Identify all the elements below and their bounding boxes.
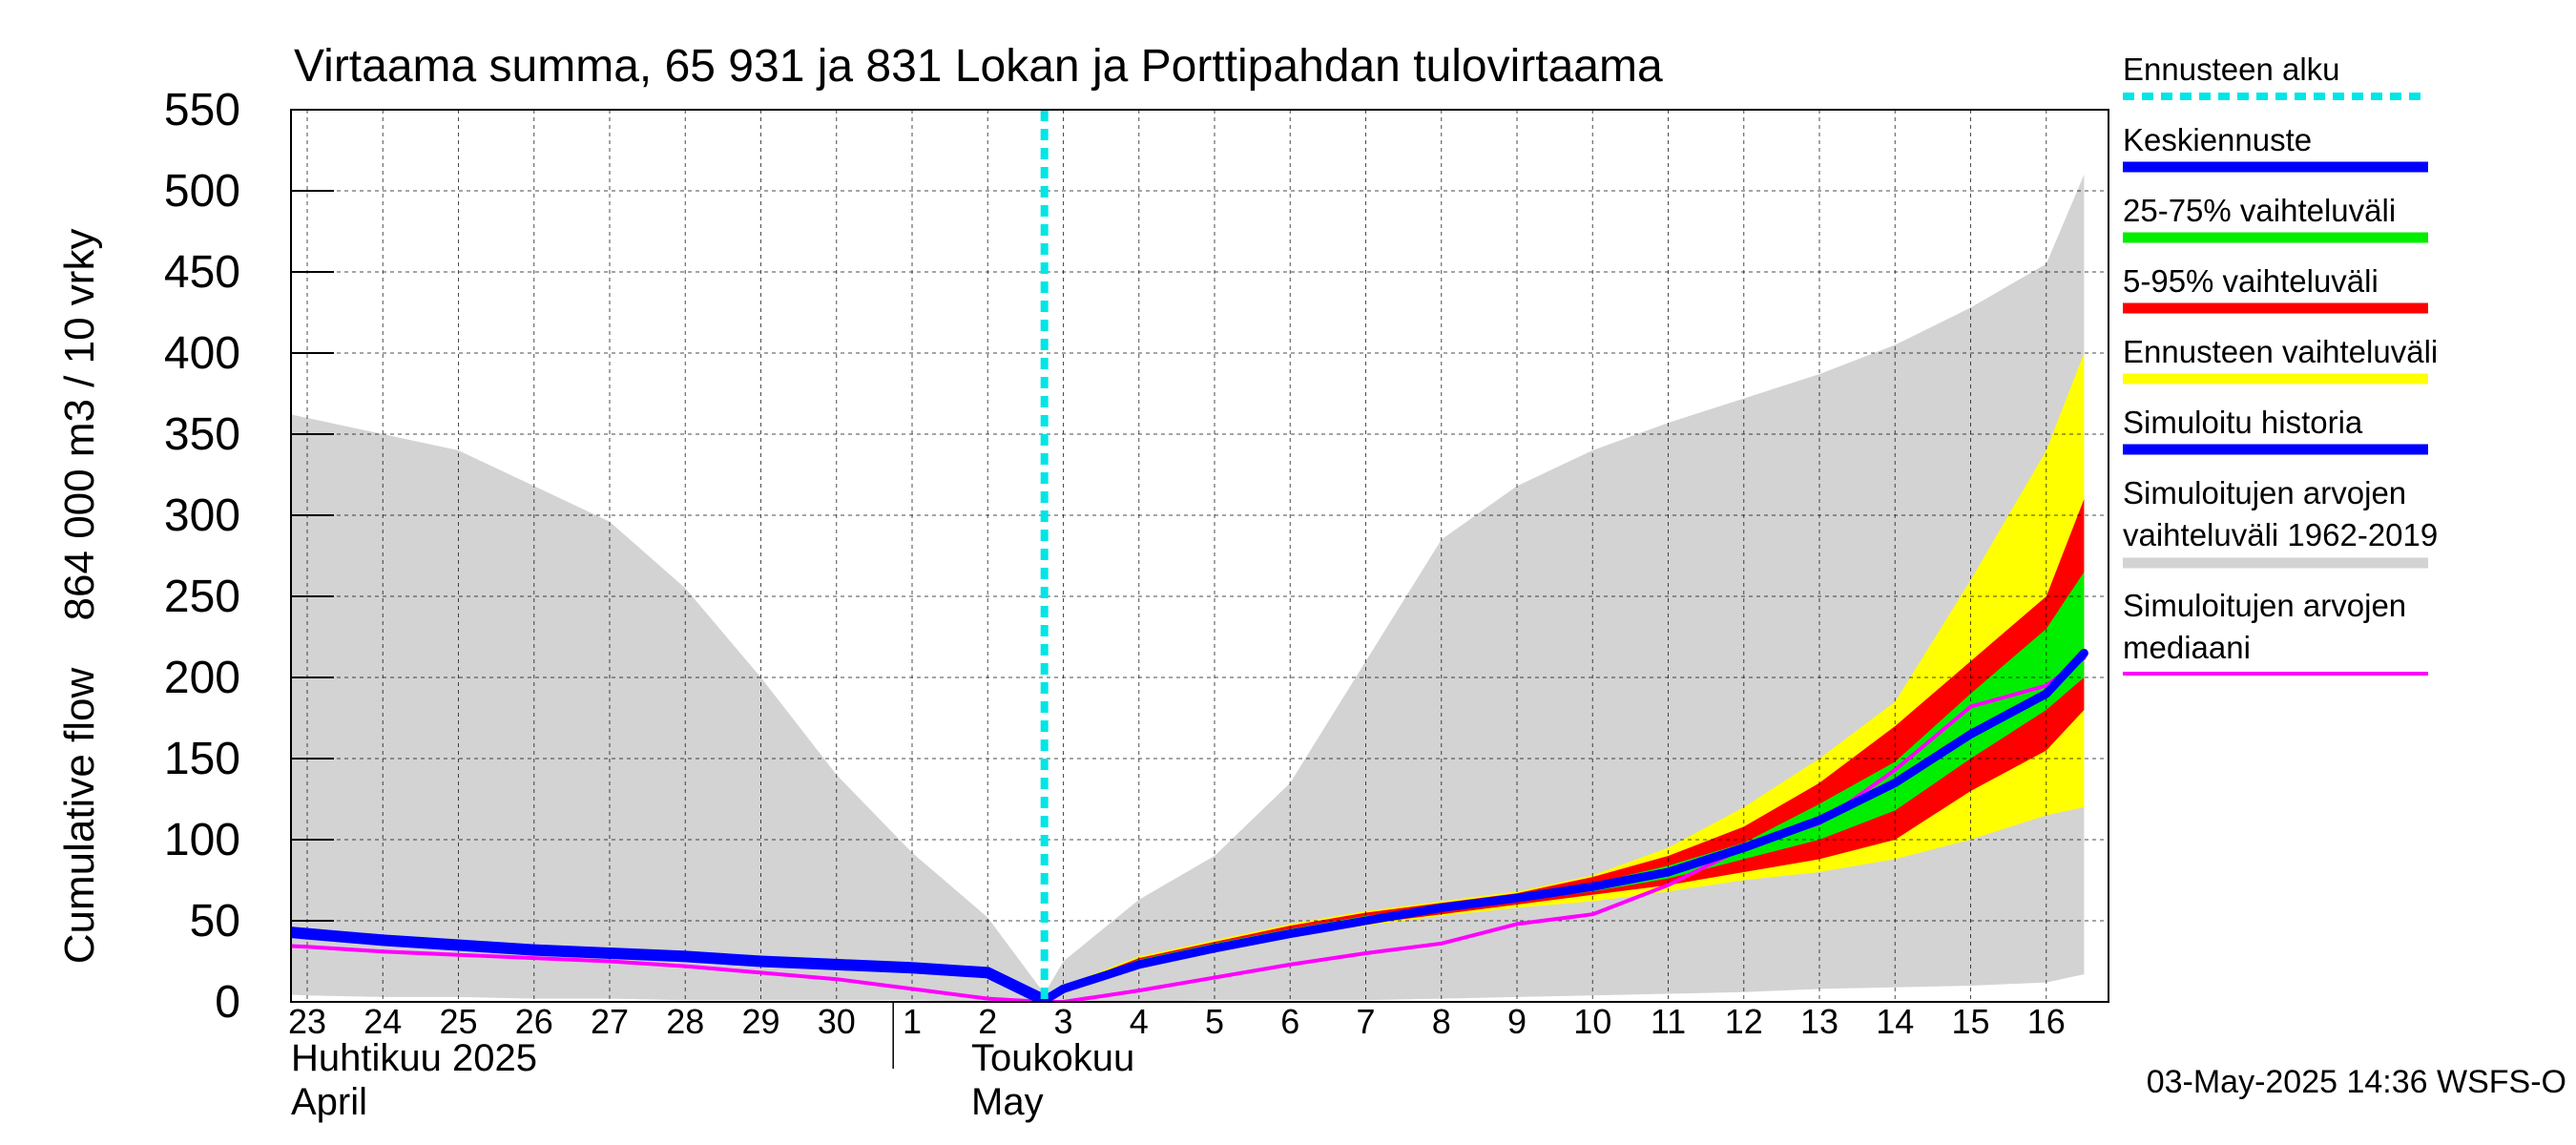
x-tick-label-28: 28: [666, 1002, 704, 1041]
y-tick-label-250: 250: [164, 572, 240, 622]
x-tick-label-5: 5: [1205, 1002, 1224, 1041]
month-label-may-fi: Toukokuu: [971, 1037, 1134, 1079]
plot-frame: [290, 109, 2109, 1003]
legend-label-simuloitujen-arvojen-7: Simuloitujen arvojen: [2123, 588, 2406, 623]
x-tick-label-6: 6: [1280, 1002, 1299, 1041]
line-simuloitu-historia: [291, 926, 1050, 1002]
y-axis: 0 50 100 150 200 250 300 350 400 450 500 550: [164, 85, 334, 1028]
legend-label2-vaihteluv-li-1962-2019: vaihteluväli 1962-2019: [2123, 517, 2438, 552]
chart-title: Virtaama summa, 65 931 ja 831 Lokan ja P…: [294, 41, 1663, 92]
x-tick-label-30: 30: [818, 1002, 856, 1041]
x-tick-label-9: 9: [1507, 1002, 1527, 1041]
y-tick-label-100: 100: [164, 815, 240, 865]
x-tick-label-7: 7: [1356, 1002, 1375, 1041]
y-tick-label-50: 50: [190, 896, 240, 947]
x-tick-label-4: 4: [1130, 1002, 1149, 1041]
timestamp: 03-May-2025 14:36 WSFS-O: [2147, 1064, 2566, 1100]
y-tick-label-0: 0: [215, 977, 240, 1028]
x-tick-label-3: 3: [1053, 1002, 1072, 1041]
x-axis: 23 24 25 26 27 28 29 30 1 2 3 4 5 6 7 8 9 10 11 12 13 14 15 16: [288, 1002, 2066, 1069]
month-label-april-fi: Huhtikuu 2025: [291, 1037, 537, 1079]
x-tick-label-2: 2: [978, 1002, 997, 1041]
y-axis-label-fi: 864 000 m3 / 10 vrky: [56, 229, 103, 621]
y-tick-label-450: 450: [164, 247, 240, 298]
legend-label-simuloitu-historia-5: Simuloitu historia: [2123, 405, 2363, 440]
x-tick-label-16: 16: [2027, 1002, 2066, 1041]
line-keskiennuste: [1040, 649, 2088, 1002]
month-label-may-en: May: [971, 1081, 1044, 1123]
band-simuloitujen-arvojen-vaihteluv-li-1962-2019: [291, 175, 2085, 1002]
x-tick-label-25: 25: [439, 1002, 477, 1041]
x-tick-label-1: 1: [903, 1002, 922, 1041]
x-tick-label-12: 12: [1725, 1002, 1763, 1041]
x-tick-label-14: 14: [1876, 1002, 1914, 1041]
series-lines: [291, 649, 2088, 1002]
y-tick-label-300: 300: [164, 490, 240, 541]
legend-label-25-75-vaihteluv-li-2: 25-75% vaihteluväli: [2123, 193, 2396, 228]
band-5-95-vaihteluv-li: [1044, 499, 2085, 1002]
y-tick-label-500: 500: [164, 166, 240, 217]
grid-lines: [291, 109, 2109, 1002]
legend-label-ennusteen-vaihteluv-li-4: Ennusteen vaihteluväli: [2123, 334, 2438, 369]
y-tick-label-150: 150: [164, 734, 240, 784]
legend-label-keskiennuste-1: Keskiennuste: [2123, 122, 2312, 157]
y-tick-label-200: 200: [164, 653, 240, 703]
y-tick-label-350: 350: [164, 409, 240, 460]
legend: Ennusteen alku Keskiennuste 25-75% vaihtel…: [2123, 52, 2438, 676]
legend-label2-mediaani: mediaani: [2123, 630, 2251, 665]
x-tick-label-8: 8: [1432, 1002, 1451, 1041]
x-tick-label-15: 15: [1951, 1002, 1989, 1041]
x-tick-label-27: 27: [591, 1002, 629, 1041]
legend-label-ennusteen-alku-0: Ennusteen alku: [2123, 52, 2340, 87]
y-tick-label-400: 400: [164, 328, 240, 379]
legend-label-5-95-vaihteluv-li-3: 5-95% vaihteluväli: [2123, 263, 2379, 299]
legend-label-simuloitujen-arvojen-6: Simuloitujen arvojen: [2123, 475, 2406, 510]
month-label-april-en: April: [291, 1081, 367, 1123]
x-tick-label-24: 24: [364, 1002, 402, 1041]
x-tick-label-29: 29: [741, 1002, 779, 1041]
x-tick-label-26: 26: [515, 1002, 553, 1041]
x-tick-label-23: 23: [288, 1002, 326, 1041]
x-tick-label-13: 13: [1800, 1002, 1839, 1041]
x-tick-label-11: 11: [1651, 1002, 1686, 1041]
y-axis-label-en: Cumulative flow: [56, 668, 103, 965]
x-tick-label-10: 10: [1573, 1002, 1611, 1041]
y-tick-label-550: 550: [164, 85, 240, 135]
